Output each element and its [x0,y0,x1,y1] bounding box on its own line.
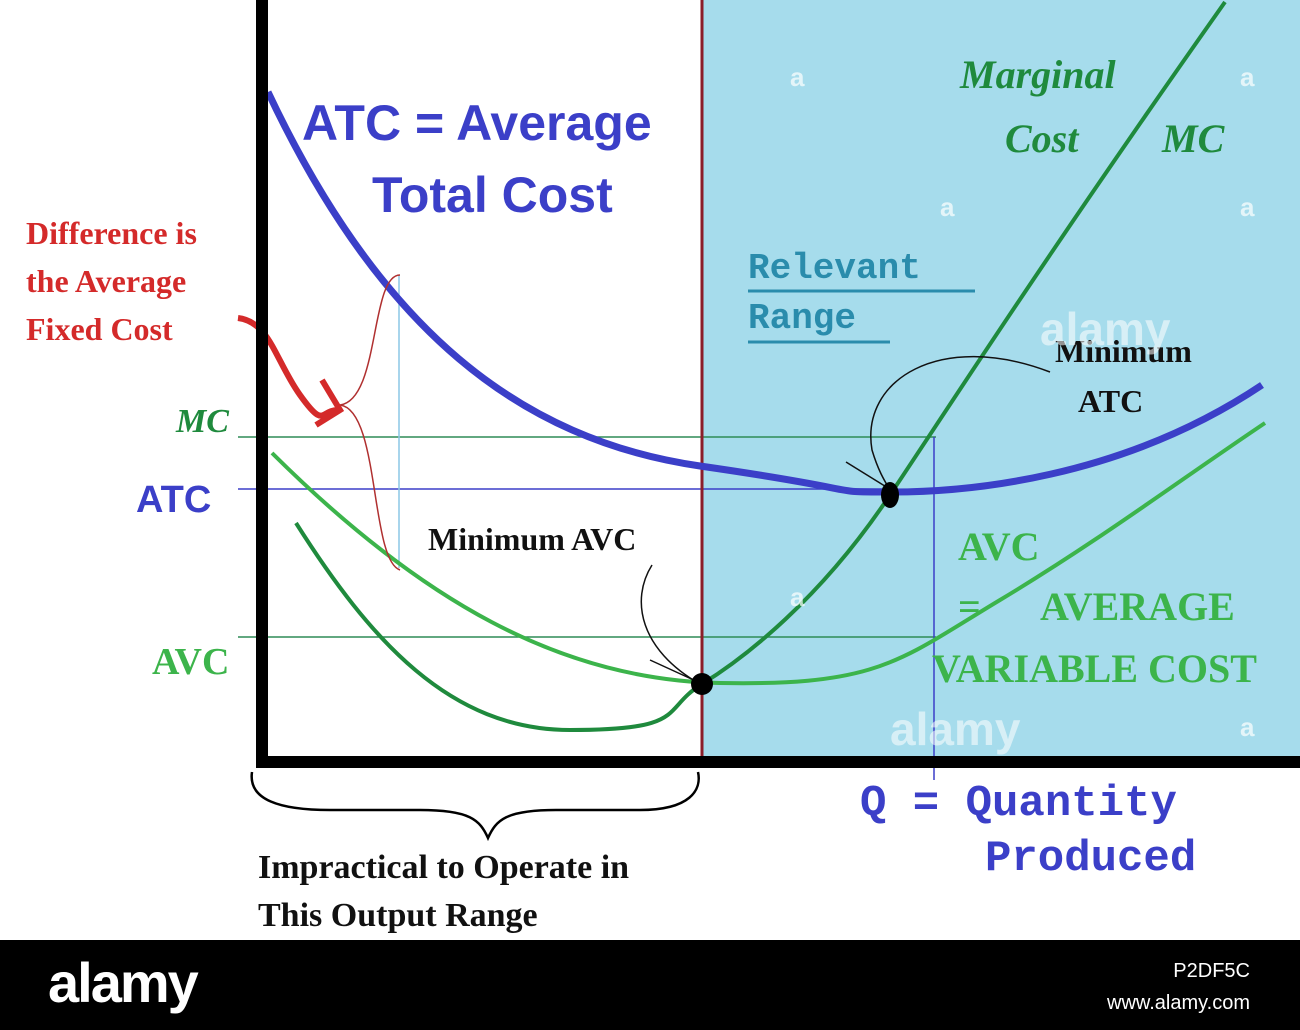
axis-marker-mc: MC [175,403,229,440]
watermark-letter-2: a [1240,62,1255,92]
afc-arrowhead-icon [314,378,345,428]
watermark-letter-6: a [1240,712,1255,742]
min-atc-pointer-icon [870,355,1051,491]
mc-label-line2: Cost [1005,116,1080,161]
impractical-range-brace [250,771,700,842]
watermark-1: alamy [1040,303,1171,355]
image-id: P2DF5C [1173,960,1250,982]
avc-curve [270,421,1267,686]
relevant-range-line1: Relevant [748,248,921,289]
relevant-range-line2: Range [748,298,856,339]
axis-marker-atc: ATC [136,479,211,521]
alamy-logo: alamy [48,951,199,1014]
afc-label-line3: Fixed Cost [26,311,173,347]
afc-label-line2: the Average [26,263,186,299]
atc-curve [264,90,1264,496]
min-avc-pointer-tail-icon [649,659,699,683]
axis-marker-avc: AVC [152,641,229,683]
avc-label-line2: = [958,584,981,629]
watermark-letter-4: a [1240,192,1255,222]
minimum-avc-point [691,673,713,695]
mc-label-abbrev: MC [1161,116,1226,161]
impractical-label-line1: Impractical to Operate in [258,849,629,886]
avc-label-line1: AVC [958,524,1040,569]
x-axis-label-line2: Produced [985,834,1196,884]
x-axis-label-line1: Q = Quantity [860,779,1177,829]
afc-label-line1: Difference is [26,215,197,251]
site-url: www.alamy.com [1107,992,1250,1014]
min-avc-pointer-icon [640,564,701,685]
avc-label-line3: VARIABLE COST [932,646,1257,691]
afc-arrow-icon [237,315,339,419]
relevant-range-region [702,0,1300,760]
min-atc-label-line1: Minimum [1055,333,1192,369]
atc-title-line2: Total Cost [372,167,613,223]
min-atc-label-line2: ATC [1078,383,1143,419]
watermark-letter-1: a [790,62,805,92]
watermark-2: alamy [890,703,1021,755]
mc-label-line1: Marginal [959,52,1116,97]
watermark-letter-5: a [790,582,805,612]
mc-curve [294,0,1227,733]
min-atc-pointer-tail-icon [845,461,889,489]
min-avc-label: Minimum AVC [428,521,636,557]
minimum-atc-point [881,482,899,508]
cost-curves-chart: ATC = Average Total Cost Marginal Cost M… [26,0,1300,934]
avc-label-line2b: AVERAGE [1040,584,1235,629]
atc-title-line1: ATC = Average [302,95,652,151]
footer-bar: alamy P2DF5C www.alamy.com [0,940,1300,1030]
impractical-label-line2: This Output Range [258,897,538,934]
watermark-letter-3: a [940,192,955,222]
